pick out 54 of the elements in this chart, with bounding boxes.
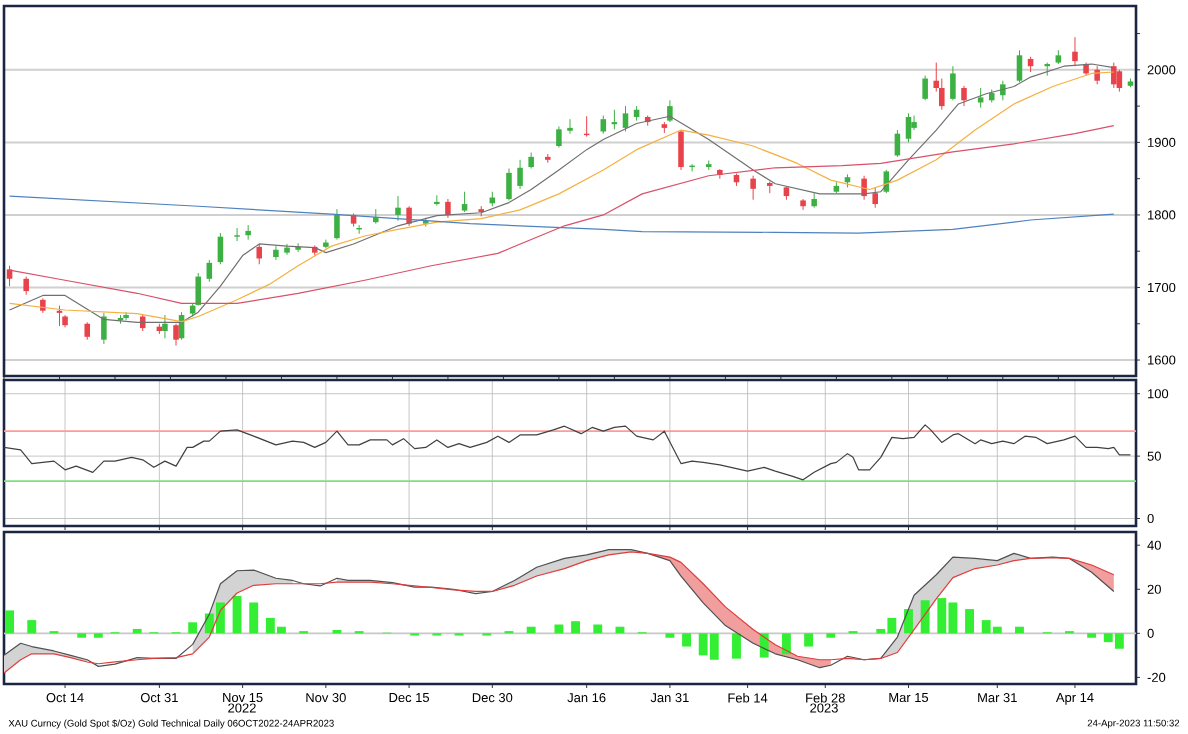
candlestick: [1016, 49, 1023, 83]
bar: [965, 609, 974, 634]
candlestick: [961, 85, 967, 107]
candlestick: [911, 115, 917, 131]
candlestick: [506, 168, 512, 201]
candlestick: [6, 265, 13, 287]
candlestick: [173, 323, 179, 347]
bar: [571, 621, 580, 634]
bar: [5, 610, 14, 634]
line-series: [4, 424, 1132, 481]
candlestick: [206, 259, 213, 283]
bar: [732, 633, 741, 659]
candlestick: [567, 118, 573, 135]
candlestick: [750, 175, 756, 201]
candlestick: [556, 125, 562, 148]
line-series: [8, 195, 1115, 234]
bar: [804, 633, 814, 647]
bar: [781, 633, 791, 655]
candlestick: [600, 115, 607, 135]
bar: [188, 622, 198, 634]
candlestick: [234, 227, 240, 242]
candlestick: [395, 195, 401, 222]
candlestick: [256, 243, 263, 265]
candlestick: [678, 129, 684, 171]
bar: [1015, 626, 1024, 634]
candlestick: [1072, 36, 1078, 67]
bar: [232, 595, 242, 634]
candlestick: [461, 191, 468, 213]
bar: [526, 626, 536, 634]
candlestick: [334, 208, 340, 241]
bar: [554, 624, 564, 634]
candlestick: [434, 194, 440, 206]
candlestick: [872, 186, 878, 209]
candlestick: [1111, 62, 1117, 89]
candlestick: [23, 276, 29, 296]
bar: [132, 628, 142, 634]
candlestick: [1116, 69, 1123, 93]
candlestick: [922, 75, 928, 101]
bar: [27, 620, 37, 634]
candlestick: [905, 112, 912, 143]
bar: [920, 600, 930, 634]
bar: [682, 633, 691, 647]
candlestick: [445, 198, 451, 219]
candlestick: [517, 159, 523, 190]
candlestick: [273, 245, 279, 261]
bar: [593, 624, 603, 634]
candlestick: [162, 314, 168, 339]
candlestick: [622, 105, 629, 132]
bar: [904, 609, 913, 634]
candlestick: [950, 65, 956, 101]
candlestick: [800, 198, 806, 211]
candlestick: [101, 312, 107, 345]
line-series: [8, 125, 1115, 305]
bar: [249, 602, 259, 634]
